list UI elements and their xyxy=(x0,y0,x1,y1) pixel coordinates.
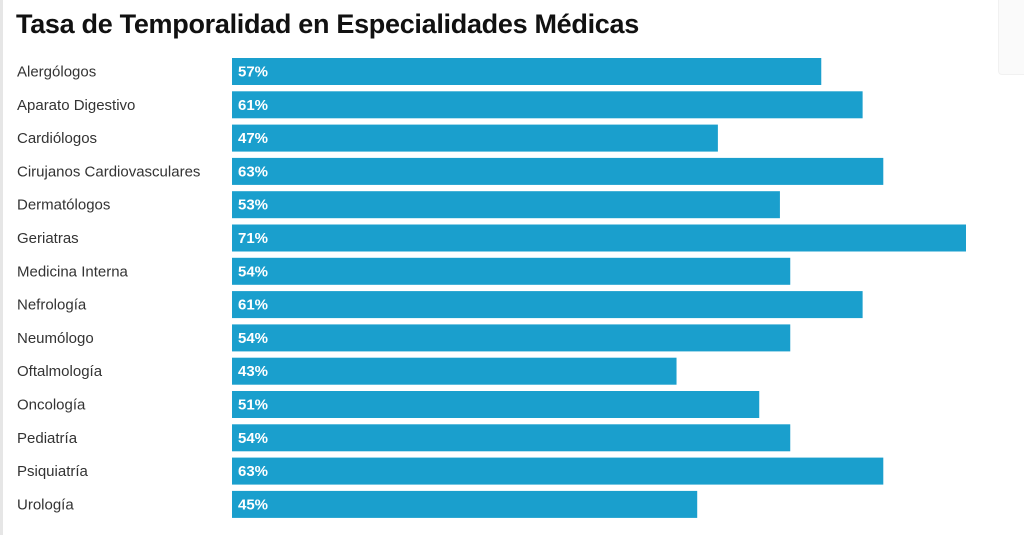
category-label: Neumólogo xyxy=(17,330,94,347)
value-label: 43% xyxy=(238,363,268,380)
bar-row: Neumólogo 54% xyxy=(17,324,791,352)
bar xyxy=(232,224,966,252)
bar xyxy=(232,357,677,385)
bar xyxy=(232,424,791,452)
value-label: 61% xyxy=(238,297,268,314)
value-label: 57% xyxy=(238,64,268,81)
bar xyxy=(232,124,718,152)
category-label: Oncología xyxy=(17,397,86,414)
bar xyxy=(232,490,698,518)
corner-panel xyxy=(998,0,1024,75)
bar-row: Geriatras 71% xyxy=(17,224,966,252)
bar-row: Alergólogos 57% xyxy=(17,58,822,85)
bar xyxy=(232,457,884,485)
category-label: Cirujanos Cardiovasculares xyxy=(17,163,200,180)
bar-row: Pediatría 54% xyxy=(17,424,791,452)
bar xyxy=(232,257,791,285)
value-label: 53% xyxy=(238,197,268,214)
value-label: 63% xyxy=(238,163,268,180)
bar-row: Urología 45% xyxy=(17,490,698,518)
value-label: 54% xyxy=(238,430,268,447)
bar-row: Cardiólogos 47% xyxy=(17,124,718,152)
category-label: Oftalmología xyxy=(17,363,103,380)
category-label: Medicina Interna xyxy=(17,263,129,280)
bar xyxy=(232,291,863,319)
category-label: Cardiólogos xyxy=(17,130,97,147)
bar xyxy=(232,324,791,352)
category-label: Geriatras xyxy=(17,230,79,247)
bar-row: Cirujanos Cardiovasculares 63% xyxy=(17,157,884,185)
bar xyxy=(232,58,822,85)
value-label: 54% xyxy=(238,330,268,347)
bar-row: Aparato Digestivo 61% xyxy=(17,91,863,119)
bar xyxy=(232,191,780,219)
value-label: 61% xyxy=(238,97,268,114)
bar xyxy=(232,157,884,185)
value-label: 47% xyxy=(238,130,268,147)
value-label: 45% xyxy=(238,496,268,513)
value-label: 54% xyxy=(238,263,268,280)
category-label: Psiquiatría xyxy=(17,463,89,480)
category-label: Pediatría xyxy=(17,430,78,447)
value-label: 63% xyxy=(238,463,268,480)
bar-row: Medicina Interna 54% xyxy=(17,257,791,285)
category-label: Dermatólogos xyxy=(17,197,110,214)
category-label: Aparato Digestivo xyxy=(17,97,135,114)
bar-row: Psiquiatría 63% xyxy=(17,457,884,485)
bar xyxy=(232,91,863,119)
value-label: 71% xyxy=(238,230,268,247)
bar-row: Oncología 51% xyxy=(17,391,760,418)
bar-row: Nefrología 61% xyxy=(17,291,863,319)
category-label: Alergólogos xyxy=(17,64,96,81)
left-border xyxy=(0,0,3,535)
category-label: Nefrología xyxy=(17,297,87,314)
bar-row: Oftalmología 43% xyxy=(17,357,677,385)
bar xyxy=(232,391,760,418)
value-label: 51% xyxy=(238,397,268,414)
bar-row: Dermatólogos 53% xyxy=(17,191,780,219)
category-label: Urología xyxy=(17,496,74,513)
chart-title: Tasa de Temporalidad en Especialidades M… xyxy=(16,9,639,39)
